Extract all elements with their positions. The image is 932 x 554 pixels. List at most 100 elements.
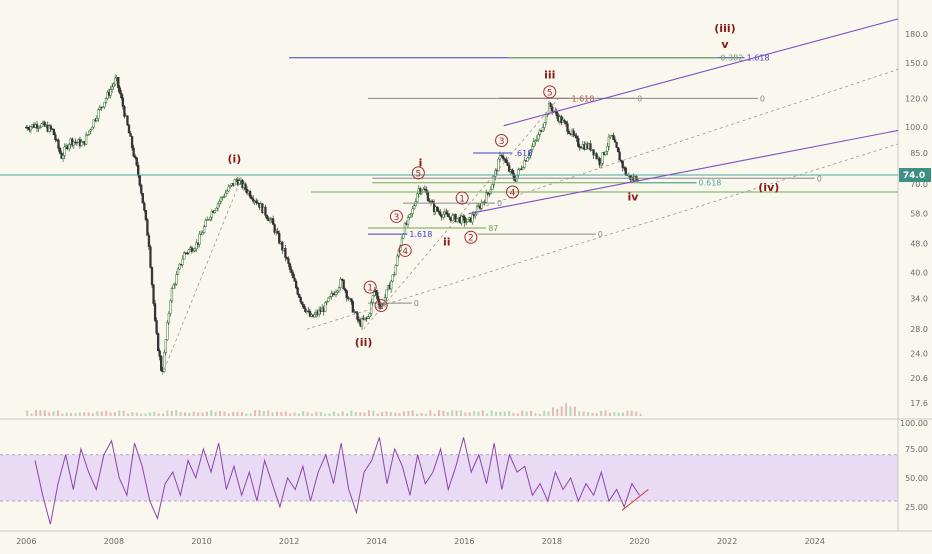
volume-bar xyxy=(157,413,160,416)
candle-body xyxy=(195,242,198,249)
fib-level-label: 0.382 xyxy=(720,54,743,63)
candle-body xyxy=(560,116,563,123)
candle-body xyxy=(98,106,102,110)
volume-bar xyxy=(499,411,502,416)
candle-body xyxy=(156,333,160,352)
candle-body xyxy=(446,213,450,217)
candle-body xyxy=(97,109,100,119)
volume-bar xyxy=(350,410,353,416)
volume-bars xyxy=(26,403,642,416)
volume-bar xyxy=(359,412,362,416)
candle-body xyxy=(146,219,149,236)
candle-body xyxy=(301,301,304,305)
candle-body xyxy=(330,293,333,297)
volume-bar xyxy=(100,411,103,416)
candle-body xyxy=(285,257,289,259)
candle-body xyxy=(575,135,578,139)
rsi-line xyxy=(34,437,640,525)
candle-body xyxy=(35,124,39,129)
volume-bar xyxy=(486,413,489,416)
candle-body xyxy=(38,126,42,128)
candle-body xyxy=(72,141,75,146)
volume-bar xyxy=(547,411,550,416)
volume-bar xyxy=(315,411,318,416)
candle-body xyxy=(537,134,540,140)
candle-body xyxy=(141,193,144,204)
candle-body xyxy=(486,192,489,194)
candle-body xyxy=(144,210,148,220)
candle-body xyxy=(178,263,181,270)
candle-body xyxy=(210,211,213,218)
volume-bar xyxy=(468,412,471,416)
candle-body xyxy=(49,125,52,130)
volume-bar xyxy=(87,412,90,416)
candle-body xyxy=(158,350,161,357)
candle-body xyxy=(600,163,603,166)
rsi-tick-label: 100.00 xyxy=(900,419,928,428)
wave-label: i xyxy=(419,157,423,170)
wave-circle-number: 4 xyxy=(402,247,408,257)
volume-bar xyxy=(271,412,274,416)
candle-body xyxy=(454,214,457,222)
candle-body xyxy=(531,146,534,150)
candle-body xyxy=(572,130,575,136)
candle-body xyxy=(491,184,494,191)
candle-body xyxy=(595,153,598,159)
candle-body xyxy=(201,232,204,235)
wave-circle-number: 3 xyxy=(499,137,505,147)
volume-bar xyxy=(534,413,537,416)
candle-body xyxy=(101,106,105,108)
volume-bar xyxy=(381,412,384,416)
volume-bar xyxy=(389,412,392,416)
price-tick-label: 120.0 xyxy=(905,94,928,103)
volume-bar xyxy=(459,410,462,416)
candle-body xyxy=(155,320,158,334)
candle-body xyxy=(147,235,151,247)
candle-body xyxy=(394,265,397,275)
candle-body xyxy=(198,234,201,245)
trend-line-dashed xyxy=(363,95,562,330)
candle-body xyxy=(54,134,57,140)
volume-bar xyxy=(197,412,200,416)
candle-body xyxy=(615,142,618,148)
volume-bar xyxy=(319,411,322,416)
candle-body xyxy=(503,158,506,160)
volume-bar xyxy=(604,410,607,416)
candle-body xyxy=(92,119,95,128)
volume-bar xyxy=(166,410,169,416)
volume-bar xyxy=(626,410,629,416)
candle-body xyxy=(302,304,305,309)
volume-bar xyxy=(175,410,178,416)
fib-level-label: 0 xyxy=(817,174,822,183)
candle-body xyxy=(175,274,178,285)
wave-circle xyxy=(389,209,403,223)
candle-body xyxy=(376,292,379,300)
candle-body xyxy=(413,205,416,210)
volume-bar xyxy=(543,410,546,416)
volume-bar xyxy=(433,413,436,416)
candle-body xyxy=(526,157,529,162)
candle-body xyxy=(169,300,172,314)
candle-body xyxy=(238,180,241,185)
volume-bar xyxy=(201,412,204,416)
candle-body xyxy=(442,214,445,218)
volume-bar xyxy=(600,410,603,416)
volume-bar xyxy=(122,410,125,416)
candle-body xyxy=(58,148,62,154)
candle-body xyxy=(448,216,451,218)
candle-body xyxy=(80,141,83,147)
volume-bar xyxy=(508,410,511,416)
fib-level-label: 1.618 xyxy=(409,230,432,239)
candle-body xyxy=(187,249,190,254)
candle-body xyxy=(351,301,354,313)
candle-body xyxy=(512,173,515,180)
candle-body xyxy=(133,155,137,158)
volume-bar xyxy=(630,410,633,416)
candle-body xyxy=(118,87,121,94)
candle-body xyxy=(445,211,448,214)
price-tick-label: 24.0 xyxy=(910,350,928,359)
candle-body xyxy=(63,146,66,156)
fib-level-label: 0 xyxy=(497,199,502,208)
candle-body xyxy=(523,160,526,168)
candle-body xyxy=(400,237,404,246)
